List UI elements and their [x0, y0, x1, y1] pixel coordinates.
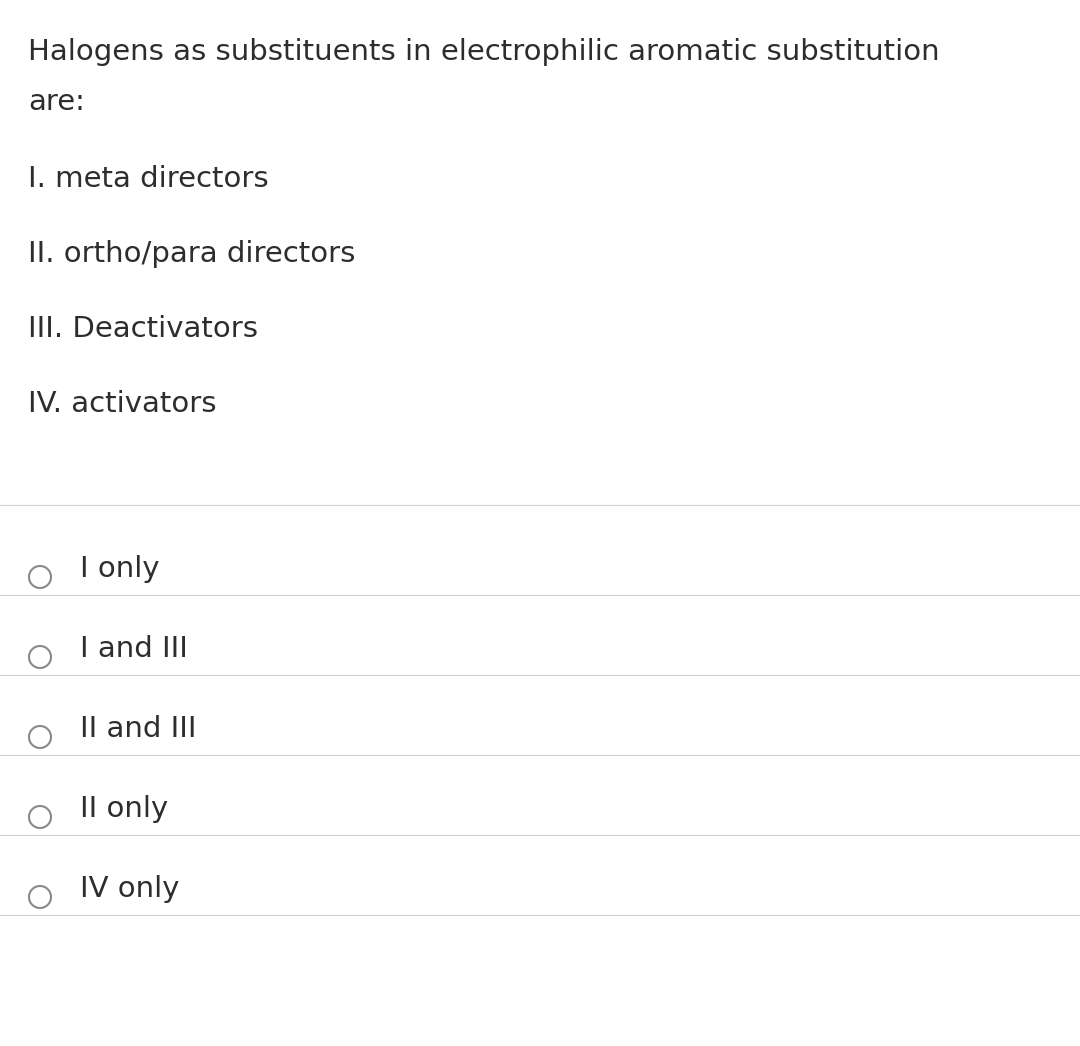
Text: Halogens as substituents in electrophilic aromatic substitution: Halogens as substituents in electrophili…	[28, 38, 940, 66]
Text: II and III: II and III	[80, 715, 197, 743]
Text: II. ortho/para directors: II. ortho/para directors	[28, 240, 355, 268]
Text: I. meta directors: I. meta directors	[28, 165, 269, 194]
Text: are:: are:	[28, 88, 85, 116]
Text: IV. activators: IV. activators	[28, 390, 216, 418]
Text: I and III: I and III	[80, 635, 188, 663]
Text: II only: II only	[80, 795, 168, 823]
Text: IV only: IV only	[80, 876, 179, 903]
Text: I only: I only	[80, 555, 160, 583]
Text: III. Deactivators: III. Deactivators	[28, 315, 258, 343]
